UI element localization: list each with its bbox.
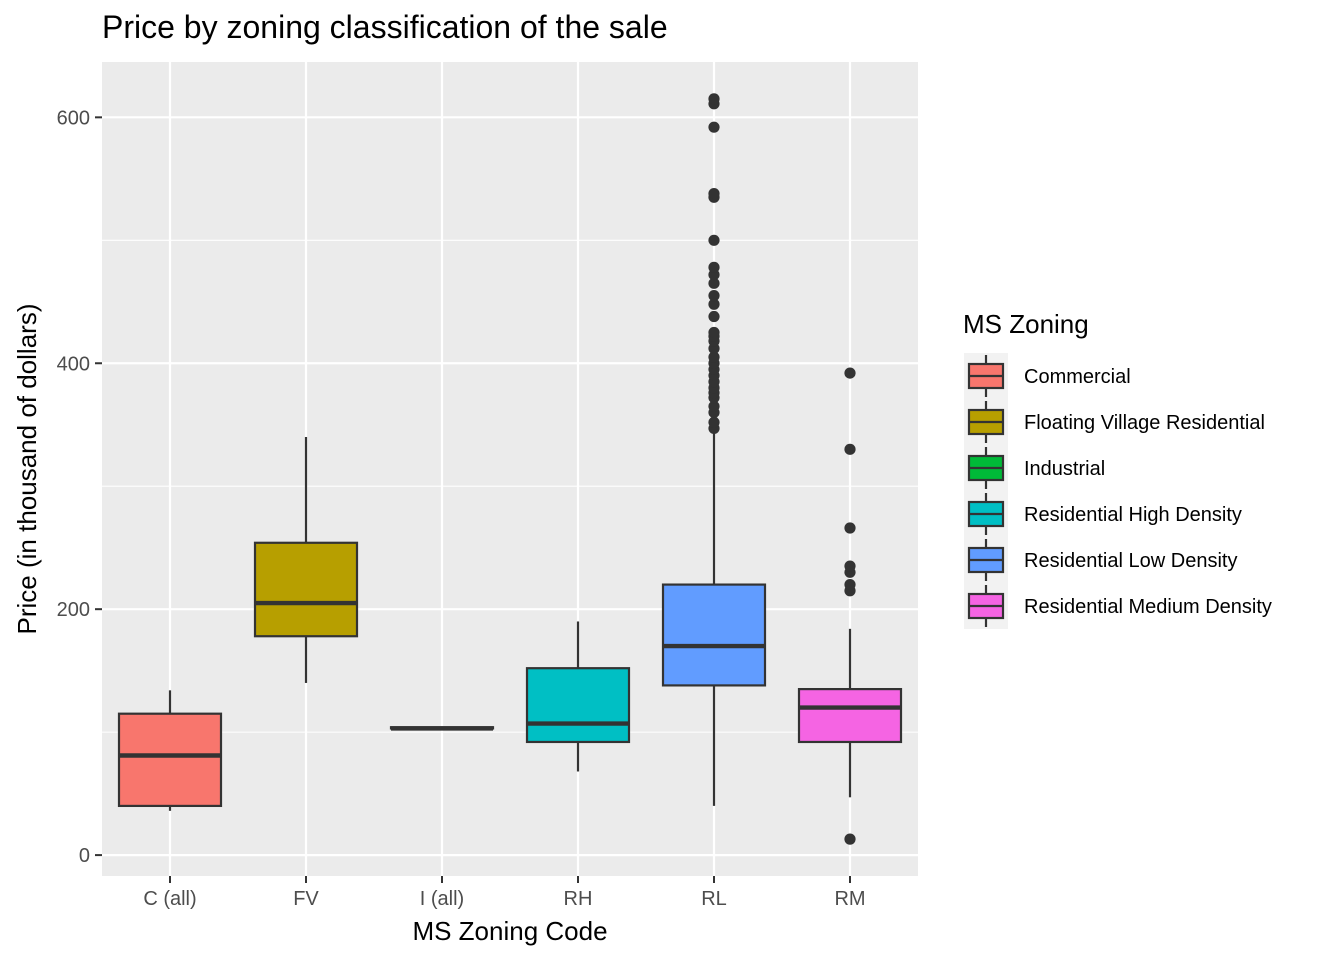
box-rl: [661, 93, 767, 806]
box-rm: [797, 367, 903, 845]
outlier-point: [708, 400, 720, 412]
x-tick-label: RH: [564, 888, 593, 910]
legend-item: Industrial: [964, 445, 1105, 491]
y-tick-label: 0: [79, 845, 90, 867]
outlier-point: [708, 351, 720, 363]
legend-label: Commercial: [1024, 366, 1131, 388]
box-body: [797, 687, 903, 744]
legend-item: Floating Village Residential: [964, 399, 1265, 445]
x-axis-title: MS Zoning Code: [412, 916, 607, 946]
x-tick-label: FV: [293, 888, 319, 910]
legend-item: Residential High Density: [964, 491, 1242, 537]
legend-label: Floating Village Residential: [1024, 412, 1265, 434]
outlier-point: [708, 298, 720, 310]
grid-minor: [102, 239, 918, 733]
legend-label: Residential Low Density: [1024, 550, 1237, 572]
outlier-point: [708, 290, 720, 302]
outlier-point: [708, 234, 720, 246]
y-tick-label: 200: [57, 599, 90, 621]
outlier-point: [844, 443, 856, 455]
box-body: [117, 712, 223, 808]
outlier-point: [844, 367, 856, 379]
outlier-point: [708, 93, 720, 105]
outlier-point: [844, 833, 856, 845]
plot-panel: [102, 62, 918, 876]
outlier-point: [708, 187, 720, 200]
legend: MS Zoning Commercial Floating Village Res…: [963, 309, 1272, 629]
chart-title: Price by zoning classification of the sa…: [102, 9, 668, 45]
outlier-point: [844, 578, 856, 591]
outlier-point: [708, 277, 720, 289]
box-body: [661, 583, 767, 687]
x-tick-label: I (all): [420, 888, 464, 910]
legend-item: Residential Low Density: [964, 537, 1237, 583]
y-axis-title: Price (in thousand of dollars): [12, 304, 42, 635]
legend-item: Residential Medium Density: [964, 583, 1272, 629]
box-c-all: [117, 690, 223, 811]
x-tick-label: RL: [701, 888, 727, 910]
y-tick-label: 600: [57, 107, 90, 129]
x-tick-label: C (all): [143, 888, 196, 910]
box-body: [525, 667, 631, 744]
x-tick-label: RM: [834, 888, 865, 910]
box-fv: [253, 437, 359, 683]
box-rh: [525, 621, 631, 772]
legend-label: Residential Medium Density: [1024, 596, 1272, 618]
y-tick-label: 400: [57, 353, 90, 375]
box-body: [253, 541, 359, 638]
outlier-point: [708, 326, 720, 339]
boxplot-series: [117, 93, 903, 845]
legend-item: Commercial: [964, 353, 1131, 399]
outlier-point: [708, 261, 720, 273]
outlier-point: [844, 560, 856, 572]
box-i-all: [389, 726, 495, 731]
outlier-point: [708, 121, 720, 133]
legend-label: Residential High Density: [1024, 504, 1242, 526]
x-axis: C (all) FV I (all) RH RL RM: [143, 876, 866, 910]
legend-label: Industrial: [1024, 458, 1105, 480]
outlier-point: [844, 522, 856, 534]
outlier-point: [708, 416, 720, 428]
outlier-point: [708, 310, 720, 323]
legend-title: MS Zoning: [963, 309, 1089, 339]
y-axis: 0 200 400 600: [57, 107, 102, 867]
